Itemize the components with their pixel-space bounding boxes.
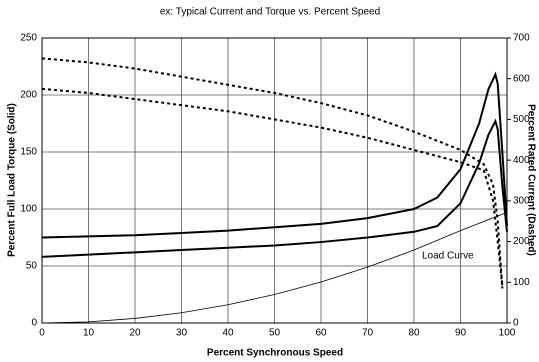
x-tick-label: 20 [129, 328, 141, 339]
x-tick-label: 60 [315, 328, 327, 339]
y2-tick-label: 0 [513, 318, 519, 329]
y-axis-label: Percent Full Load Torque (Solid) [7, 103, 18, 257]
y2-tick-label: 100 [513, 277, 530, 288]
x-tick-label: 80 [408, 328, 420, 339]
x-tick-label: 0 [39, 328, 45, 339]
x-tick-label: 90 [455, 328, 467, 339]
y2-tick-label: 500 [513, 114, 530, 125]
y2-axis-label: Percent Rated Current (Dashed) [525, 104, 536, 256]
y2-tick-label: 200 [513, 236, 530, 247]
line-series [41, 87, 504, 287]
y-tick-label: 50 [26, 261, 38, 272]
y-tick-label: 100 [20, 204, 37, 215]
x-tick-label: 100 [499, 328, 516, 339]
y-tick-label: 200 [20, 90, 37, 101]
x-tick-label: 10 [83, 328, 95, 339]
x-tick-label: 70 [362, 328, 374, 339]
line-series [41, 212, 508, 324]
plot-frame [41, 37, 508, 324]
y2-tick-label: 300 [513, 195, 530, 206]
x-tick-label: 40 [222, 328, 234, 339]
y2-tick-label: 700 [513, 33, 530, 44]
y-tick-label: 250 [20, 33, 37, 44]
line-series [41, 71, 508, 239]
y-tick-label: 150 [20, 147, 37, 158]
x-axis-label: Percent Synchronous Speed [207, 348, 343, 359]
y2-tick-label: 600 [513, 73, 530, 84]
line-series [41, 118, 508, 258]
chart-title: ex: Typical Current and Torque vs. Perce… [160, 7, 380, 18]
x-tick-label: 30 [176, 328, 188, 339]
y2-tick-label: 400 [513, 155, 530, 166]
line-series [41, 57, 504, 289]
y-tick-label: 0 [31, 318, 37, 329]
x-tick-label: 50 [269, 328, 281, 339]
annotation: Load Curve [422, 251, 474, 262]
